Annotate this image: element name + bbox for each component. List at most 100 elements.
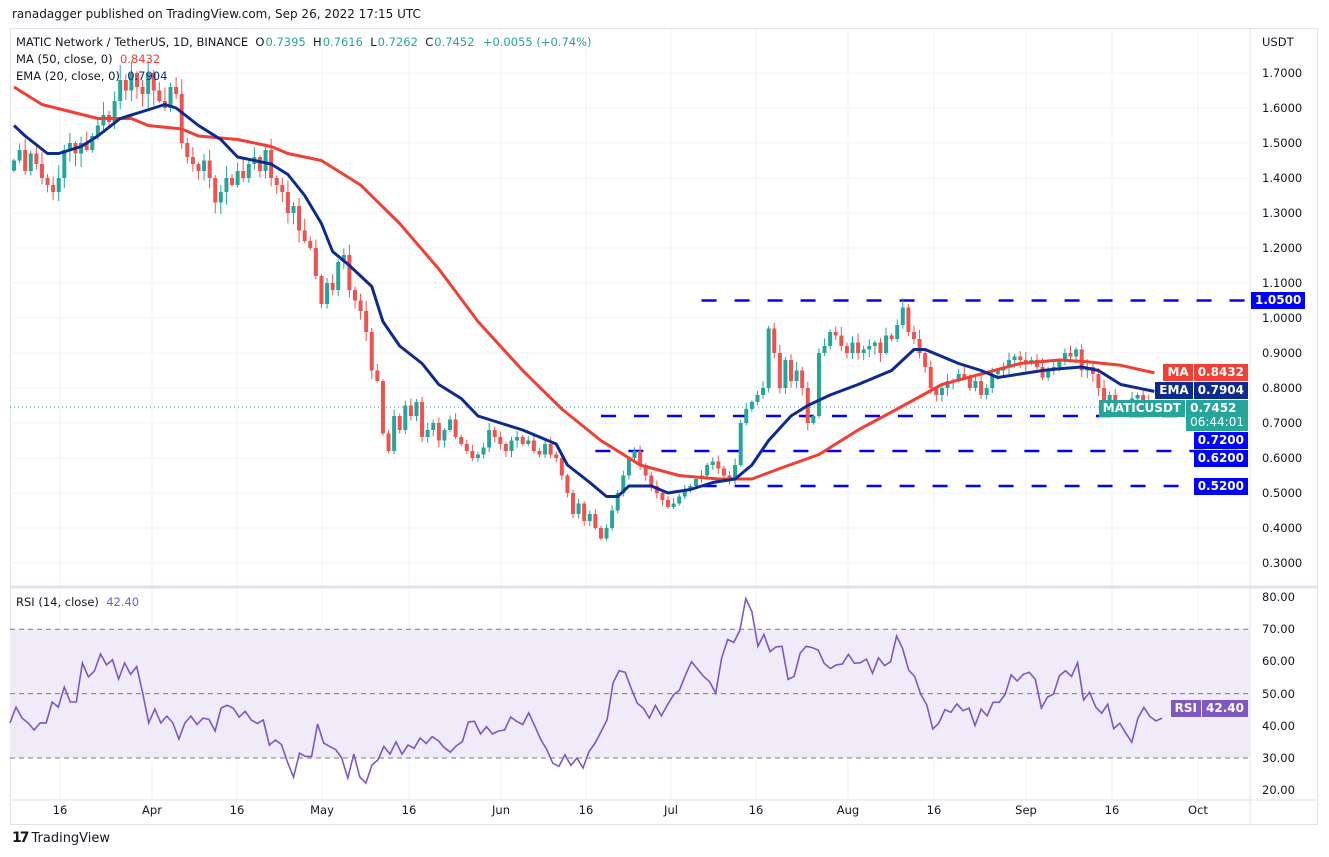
candle-body	[358, 300, 363, 311]
ema-label: EMA (20, close, 0)	[16, 69, 120, 83]
candle-body	[453, 419, 458, 437]
price-tick-label: 0.7000	[1262, 416, 1303, 430]
candle-body	[856, 342, 861, 353]
level-badge-group-062: 0.6200	[1193, 450, 1248, 467]
candle-body	[464, 444, 469, 451]
candle-body	[554, 454, 559, 458]
candle-body	[224, 178, 229, 192]
candle-body	[839, 335, 844, 346]
time-tick-label: 16	[578, 803, 594, 817]
rsi-legend[interactable]: RSI (14, close) 42.40	[16, 595, 139, 609]
candle-body	[408, 405, 413, 416]
rsi-badge-label: RSI	[1170, 700, 1202, 717]
tradingview-brand[interactable]: 17 TradingView	[12, 830, 110, 846]
candle-body	[151, 73, 156, 91]
ema20-line	[12, 103, 1155, 498]
time-tick-label: 16	[52, 803, 68, 817]
brand-name: TradingView	[31, 830, 111, 846]
candle-body	[867, 346, 872, 350]
candle-body	[274, 178, 279, 185]
candle-body	[878, 342, 883, 353]
candle-body	[733, 465, 738, 479]
time-tick-label: 16	[1104, 803, 1120, 817]
candle-body	[56, 178, 61, 192]
time-tick-label: 16	[748, 803, 764, 817]
level-badge-group-072: 0.7200	[1193, 432, 1248, 449]
candle-body	[403, 405, 408, 430]
ma-legend[interactable]: MA (50, close, 0) 0.8432	[16, 52, 160, 66]
candle-body	[559, 458, 564, 476]
candle-body	[626, 458, 631, 476]
rsi-tick-label: 30.00	[1262, 751, 1295, 765]
candle-body	[118, 80, 123, 101]
candle-body	[604, 528, 609, 539]
candle-body	[515, 437, 520, 441]
candle-body	[95, 125, 100, 136]
candle-body	[693, 479, 698, 486]
candle-body	[582, 503, 587, 521]
ema-price-badge: 0.7904	[1193, 382, 1248, 399]
candle-body	[666, 500, 671, 507]
level-badge-105: 1.0500	[1251, 292, 1305, 309]
candle-body	[1102, 388, 1107, 402]
price-tick-label: 0.8000	[1262, 381, 1303, 395]
time-tick-label: Jul	[664, 803, 678, 817]
bar-countdown: 06:44:01	[1190, 415, 1244, 429]
candle-body	[319, 276, 324, 304]
rsi-band	[10, 629, 1250, 758]
candle-body	[146, 73, 151, 94]
candle-body	[285, 192, 290, 213]
candle-body	[90, 136, 95, 150]
candle-body	[179, 94, 184, 143]
tradingview-logo-icon: 17	[12, 830, 30, 846]
candle-body	[481, 447, 486, 455]
candle-body	[844, 346, 849, 353]
candle-body	[531, 440, 536, 451]
candle-body	[576, 503, 581, 514]
candle-body	[174, 87, 179, 94]
level-badge-072: 0.7200	[1193, 432, 1248, 449]
candle-body	[621, 475, 626, 493]
ema-legend[interactable]: EMA (20, close, 0) 0.7904	[16, 69, 167, 83]
candle-body	[487, 430, 492, 448]
candle-body	[459, 437, 464, 444]
published-info: ranadagger published on TradingView.com,…	[12, 7, 421, 21]
candle-body	[101, 115, 106, 126]
candle-body	[123, 80, 128, 91]
candle-body	[705, 465, 710, 476]
candle-body	[207, 160, 212, 178]
currency-label: USDT	[1262, 35, 1294, 49]
candle-body	[352, 290, 357, 301]
last-price: 0.7452	[1190, 401, 1237, 415]
rsi-tick-label: 20.00	[1262, 783, 1295, 798]
candle-body	[777, 353, 782, 388]
time-tick-label: 16	[401, 803, 417, 817]
close-value: 0.7452	[434, 35, 475, 49]
candle-body	[682, 489, 687, 497]
candle-body	[218, 192, 223, 203]
candle-body	[660, 493, 665, 500]
candle-body	[939, 388, 944, 395]
candle-body	[816, 353, 821, 416]
candle-body	[291, 206, 296, 213]
candle-body	[543, 444, 548, 455]
candle-body	[548, 444, 553, 455]
candle-body	[593, 514, 598, 528]
candle-body	[62, 150, 67, 178]
ema-value: 0.7904	[127, 69, 168, 83]
candle-body	[710, 461, 715, 465]
level-badge-062: 0.6200	[1193, 450, 1248, 467]
price-tick-label: 0.6000	[1262, 451, 1303, 465]
candle-body	[45, 178, 50, 185]
time-tick-label: Oct	[1188, 803, 1208, 817]
price-tick-label: 0.3000	[1262, 556, 1303, 570]
symbol-title: MATIC Network / TetherUS, 1D, BINANCE	[16, 35, 249, 49]
candle-body	[833, 332, 838, 336]
candle-body	[12, 160, 16, 171]
rsi-tick-label: 50.00	[1262, 686, 1295, 701]
candle-body	[509, 440, 514, 451]
candle-body	[241, 171, 246, 178]
level-badge-052: 0.5200	[1193, 478, 1248, 495]
candle-body	[448, 419, 453, 430]
